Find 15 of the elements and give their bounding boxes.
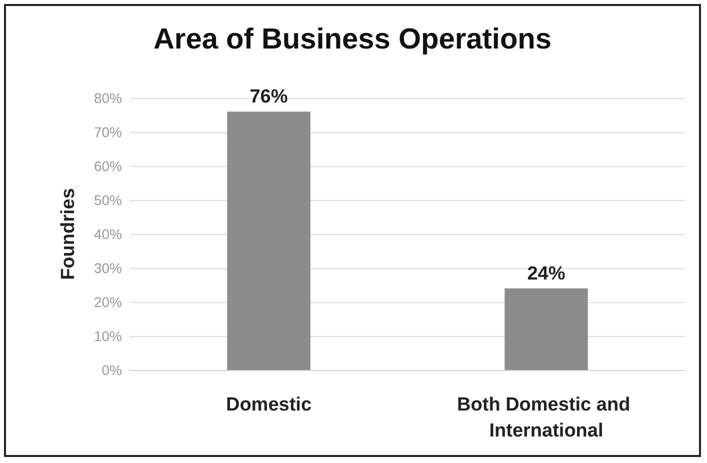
data-label: 76%	[250, 86, 288, 108]
y-axis-title: Foundries	[58, 188, 79, 280]
x-tick-label: Both Domestic and International	[457, 394, 636, 442]
y-tick-label: 60%	[94, 158, 122, 174]
y-tick-label: 70%	[94, 124, 122, 140]
y-tick-label: 20%	[94, 294, 122, 310]
y-tick-label: 0%	[102, 362, 122, 378]
chart-title: Area of Business Operations	[153, 24, 552, 56]
y-tick-label: 80%	[94, 90, 122, 106]
data-label: 24%	[527, 263, 566, 284]
y-tick-label: 10%	[94, 328, 122, 344]
y-tick-label: 30%	[94, 260, 122, 276]
y-tick-label: 50%	[94, 192, 122, 208]
y-tick-label: 40%	[94, 226, 122, 242]
x-tick-label: Domestic	[226, 394, 312, 416]
